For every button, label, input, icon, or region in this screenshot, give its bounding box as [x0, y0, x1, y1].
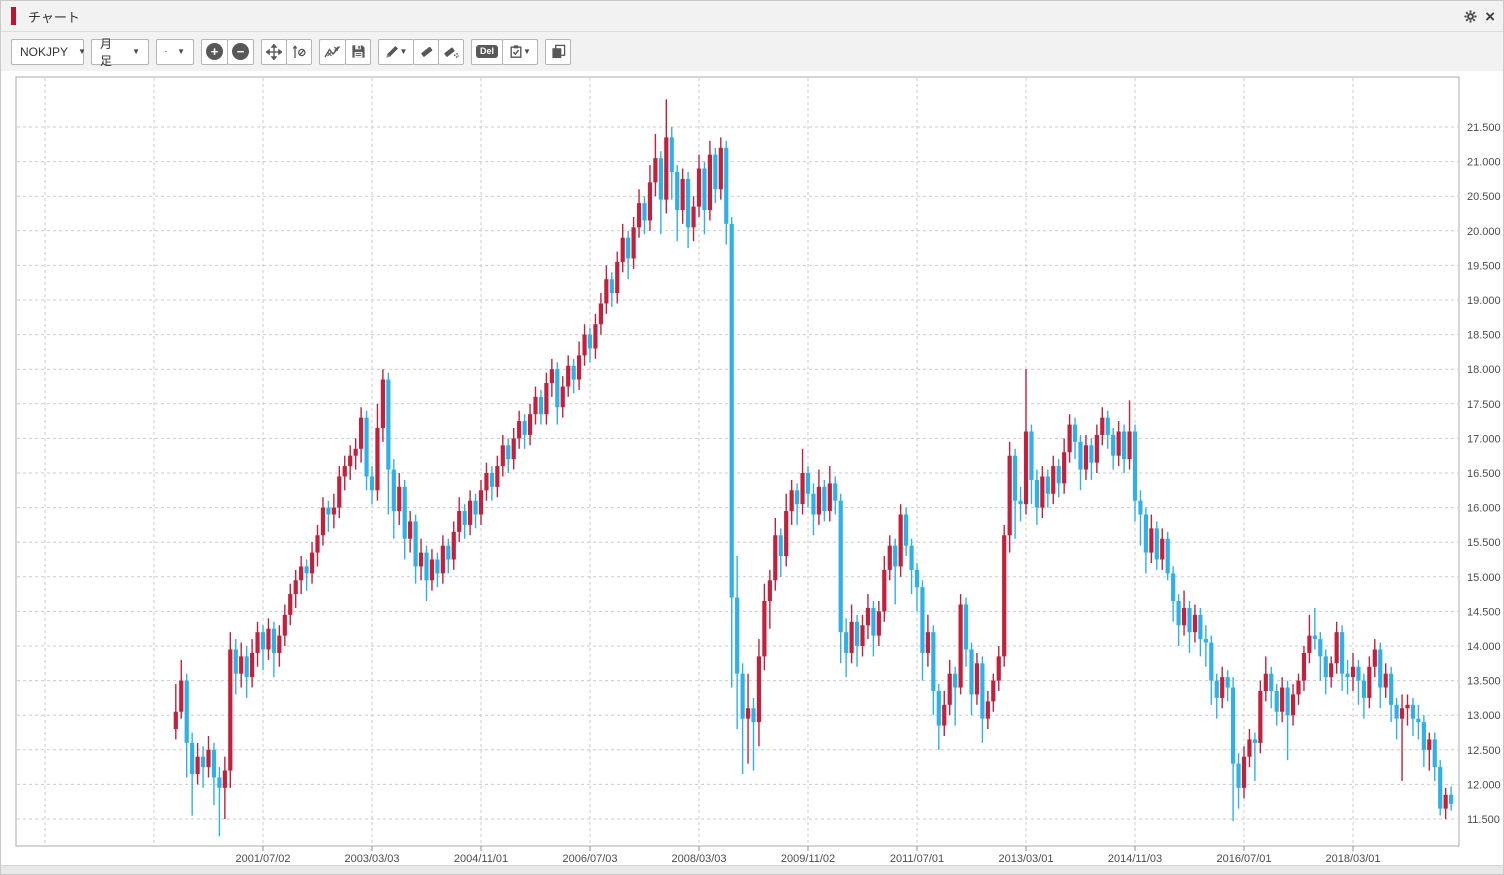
draw-tool-dropdown[interactable]: ▼: [378, 38, 414, 65]
eraser-icon: [420, 46, 432, 57]
svg-text:2009/11/02: 2009/11/02: [781, 853, 835, 865]
candlestick-series: [173, 99, 1454, 837]
plus-circle-icon: +: [206, 43, 223, 60]
svg-text:11.500: 11.500: [1467, 814, 1500, 826]
pencil-icon: [385, 45, 398, 58]
x-axis-labels: 2001/07/02 2003/03/03 2004/11/01 2006/07/03…: [235, 853, 1380, 865]
close-icon[interactable]: ×: [1485, 6, 1495, 26]
y-axis-labels: 21.500 21.000 20.500 20.000 19.500 19.000 18.5…: [1467, 122, 1501, 826]
minus-circle-icon: −: [232, 43, 249, 60]
svg-text:20.000: 20.000: [1467, 226, 1501, 238]
svg-text:2004/11/01: 2004/11/01: [454, 853, 508, 865]
zoom-in-button[interactable]: +: [201, 38, 228, 65]
window-title: チャート: [28, 9, 80, 25]
eraser-button[interactable]: [413, 38, 439, 65]
chevron-down-icon: ▼: [523, 47, 531, 56]
svg-text:2006/07/03: 2006/07/03: [562, 853, 617, 865]
svg-text:14.000: 14.000: [1467, 641, 1501, 653]
svg-text:14.500: 14.500: [1467, 606, 1501, 618]
scale-reset-icon: [292, 44, 306, 58]
svg-text:21.500: 21.500: [1467, 122, 1501, 134]
bottom-scroll-strip: [1, 865, 1503, 874]
save-button[interactable]: [345, 38, 371, 65]
erase-all-button[interactable]: [438, 38, 464, 65]
svg-text:2011/07/01: 2011/07/01: [890, 853, 944, 865]
zoom-out-button[interactable]: −: [227, 38, 254, 65]
svg-text:2016/07/01: 2016/07/01: [1216, 853, 1271, 865]
svg-text:2013/03/01: 2013/03/01: [998, 853, 1053, 865]
duplicate-chart-button[interactable]: [545, 38, 572, 65]
svg-text:15.500: 15.500: [1467, 537, 1501, 549]
svg-text:2001/07/02: 2001/07/02: [235, 853, 290, 865]
chevron-down-icon: ▼: [132, 47, 140, 56]
svg-text:18.000: 18.000: [1467, 364, 1501, 376]
timeframe-dropdown-value: 月足: [100, 36, 113, 68]
svg-text:2014/11/03: 2014/11/03: [1108, 853, 1162, 865]
svg-text:20.500: 20.500: [1467, 191, 1501, 203]
svg-text:13.000: 13.000: [1467, 710, 1501, 722]
indicator-settings-dropdown[interactable]: ▼: [502, 38, 539, 65]
timeframe-dropdown[interactable]: 月足 ▼: [91, 37, 149, 68]
svg-text:12.000: 12.000: [1467, 779, 1501, 791]
delete-button[interactable]: Del: [471, 38, 504, 65]
toolbar: NOKJPY ▼ 月足 ▼ ▼ + −: [1, 32, 1503, 71]
eraser-sweep-icon: [444, 47, 459, 58]
symbol-dropdown-value: NOKJPY: [20, 44, 69, 59]
zigzag-cross-icon: [324, 45, 341, 57]
symbol-dropdown[interactable]: NOKJPY ▼: [11, 38, 86, 65]
svg-text:2008/03/03: 2008/03/03: [671, 853, 726, 865]
svg-text:18.500: 18.500: [1467, 330, 1501, 342]
svg-text:19.000: 19.000: [1467, 295, 1501, 307]
svg-text:17.500: 17.500: [1467, 399, 1501, 411]
svg-text:15.000: 15.000: [1467, 572, 1501, 584]
pan-button[interactable]: [261, 38, 287, 65]
chevron-down-icon: ▼: [399, 47, 408, 56]
chevron-down-icon: ▼: [177, 47, 185, 56]
svg-text:21.000: 21.000: [1467, 157, 1501, 169]
svg-text:2018/03/01: 2018/03/01: [1325, 853, 1380, 865]
reset-scale-button[interactable]: [286, 38, 312, 65]
clipboard-check-icon: [510, 45, 522, 58]
deselect-lines-button[interactable]: [319, 38, 346, 65]
settings-gear-icon[interactable]: [1462, 8, 1478, 24]
svg-text:16.500: 16.500: [1467, 468, 1501, 480]
svg-text:17.000: 17.000: [1467, 433, 1501, 445]
move-arrows-icon: [266, 43, 282, 60]
layers-copy-icon: [551, 44, 565, 59]
svg-text:2003/03/03: 2003/03/03: [344, 853, 399, 865]
chevron-down-icon: ▼: [78, 47, 86, 56]
candlestick-type-icon: [165, 50, 167, 53]
title-accent-bar: [11, 7, 16, 25]
svg-text:13.500: 13.500: [1467, 676, 1501, 688]
svg-text:16.000: 16.000: [1467, 503, 1501, 515]
titlebar: チャート ×: [1, 1, 1503, 32]
svg-text:19.500: 19.500: [1467, 260, 1501, 272]
floppy-disk-icon: [351, 45, 365, 58]
svg-text:12.500: 12.500: [1467, 745, 1501, 757]
del-label: Del: [476, 45, 499, 58]
chart-type-dropdown[interactable]: ▼: [156, 38, 194, 65]
